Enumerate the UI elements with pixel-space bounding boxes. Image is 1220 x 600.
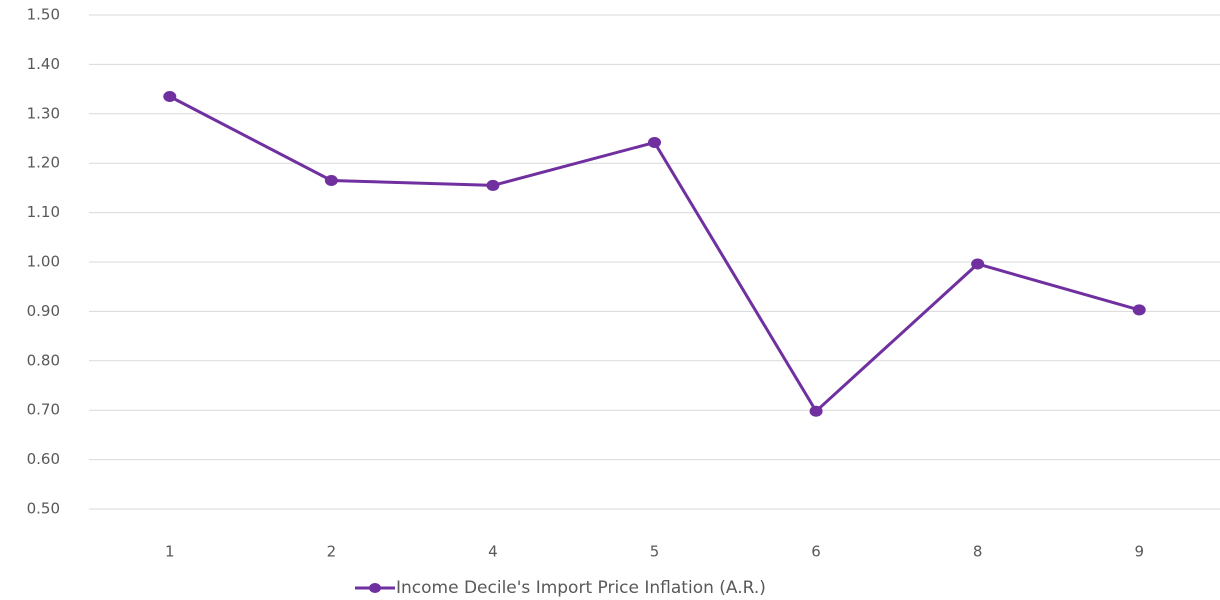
x-tick-label: 9 bbox=[1134, 543, 1144, 561]
marker bbox=[971, 258, 985, 270]
x-tick-label: 8 bbox=[973, 543, 983, 561]
x-tick-label: 4 bbox=[488, 543, 498, 561]
y-tick-label: 1.00 bbox=[27, 253, 60, 271]
y-tick-label: 1.10 bbox=[27, 203, 60, 221]
marker bbox=[1132, 304, 1146, 316]
legend-marker bbox=[369, 583, 381, 593]
x-tick-label: 5 bbox=[650, 543, 660, 561]
y-tick-label: 1.40 bbox=[27, 55, 60, 73]
y-tick-label: 1.20 bbox=[27, 154, 60, 172]
x-tick-label: 2 bbox=[327, 543, 337, 561]
y-tick-label: 0.50 bbox=[27, 500, 60, 518]
y-tick-label: 0.70 bbox=[27, 401, 60, 419]
marker bbox=[486, 179, 500, 191]
y-tick-label: 0.90 bbox=[27, 302, 60, 320]
legend-label: Income Decile's Import Price Inflation (… bbox=[396, 578, 766, 598]
x-tick-label: 6 bbox=[811, 543, 821, 561]
y-tick-label: 0.80 bbox=[27, 351, 60, 369]
marker bbox=[163, 91, 177, 103]
y-tick-label: 0.60 bbox=[27, 450, 60, 468]
y-tick-label: 1.50 bbox=[27, 6, 60, 24]
marker bbox=[648, 136, 661, 148]
marker bbox=[324, 174, 338, 186]
marker bbox=[809, 405, 823, 417]
y-tick-label: 1.30 bbox=[27, 104, 60, 122]
x-tick-label: 1 bbox=[165, 543, 175, 561]
